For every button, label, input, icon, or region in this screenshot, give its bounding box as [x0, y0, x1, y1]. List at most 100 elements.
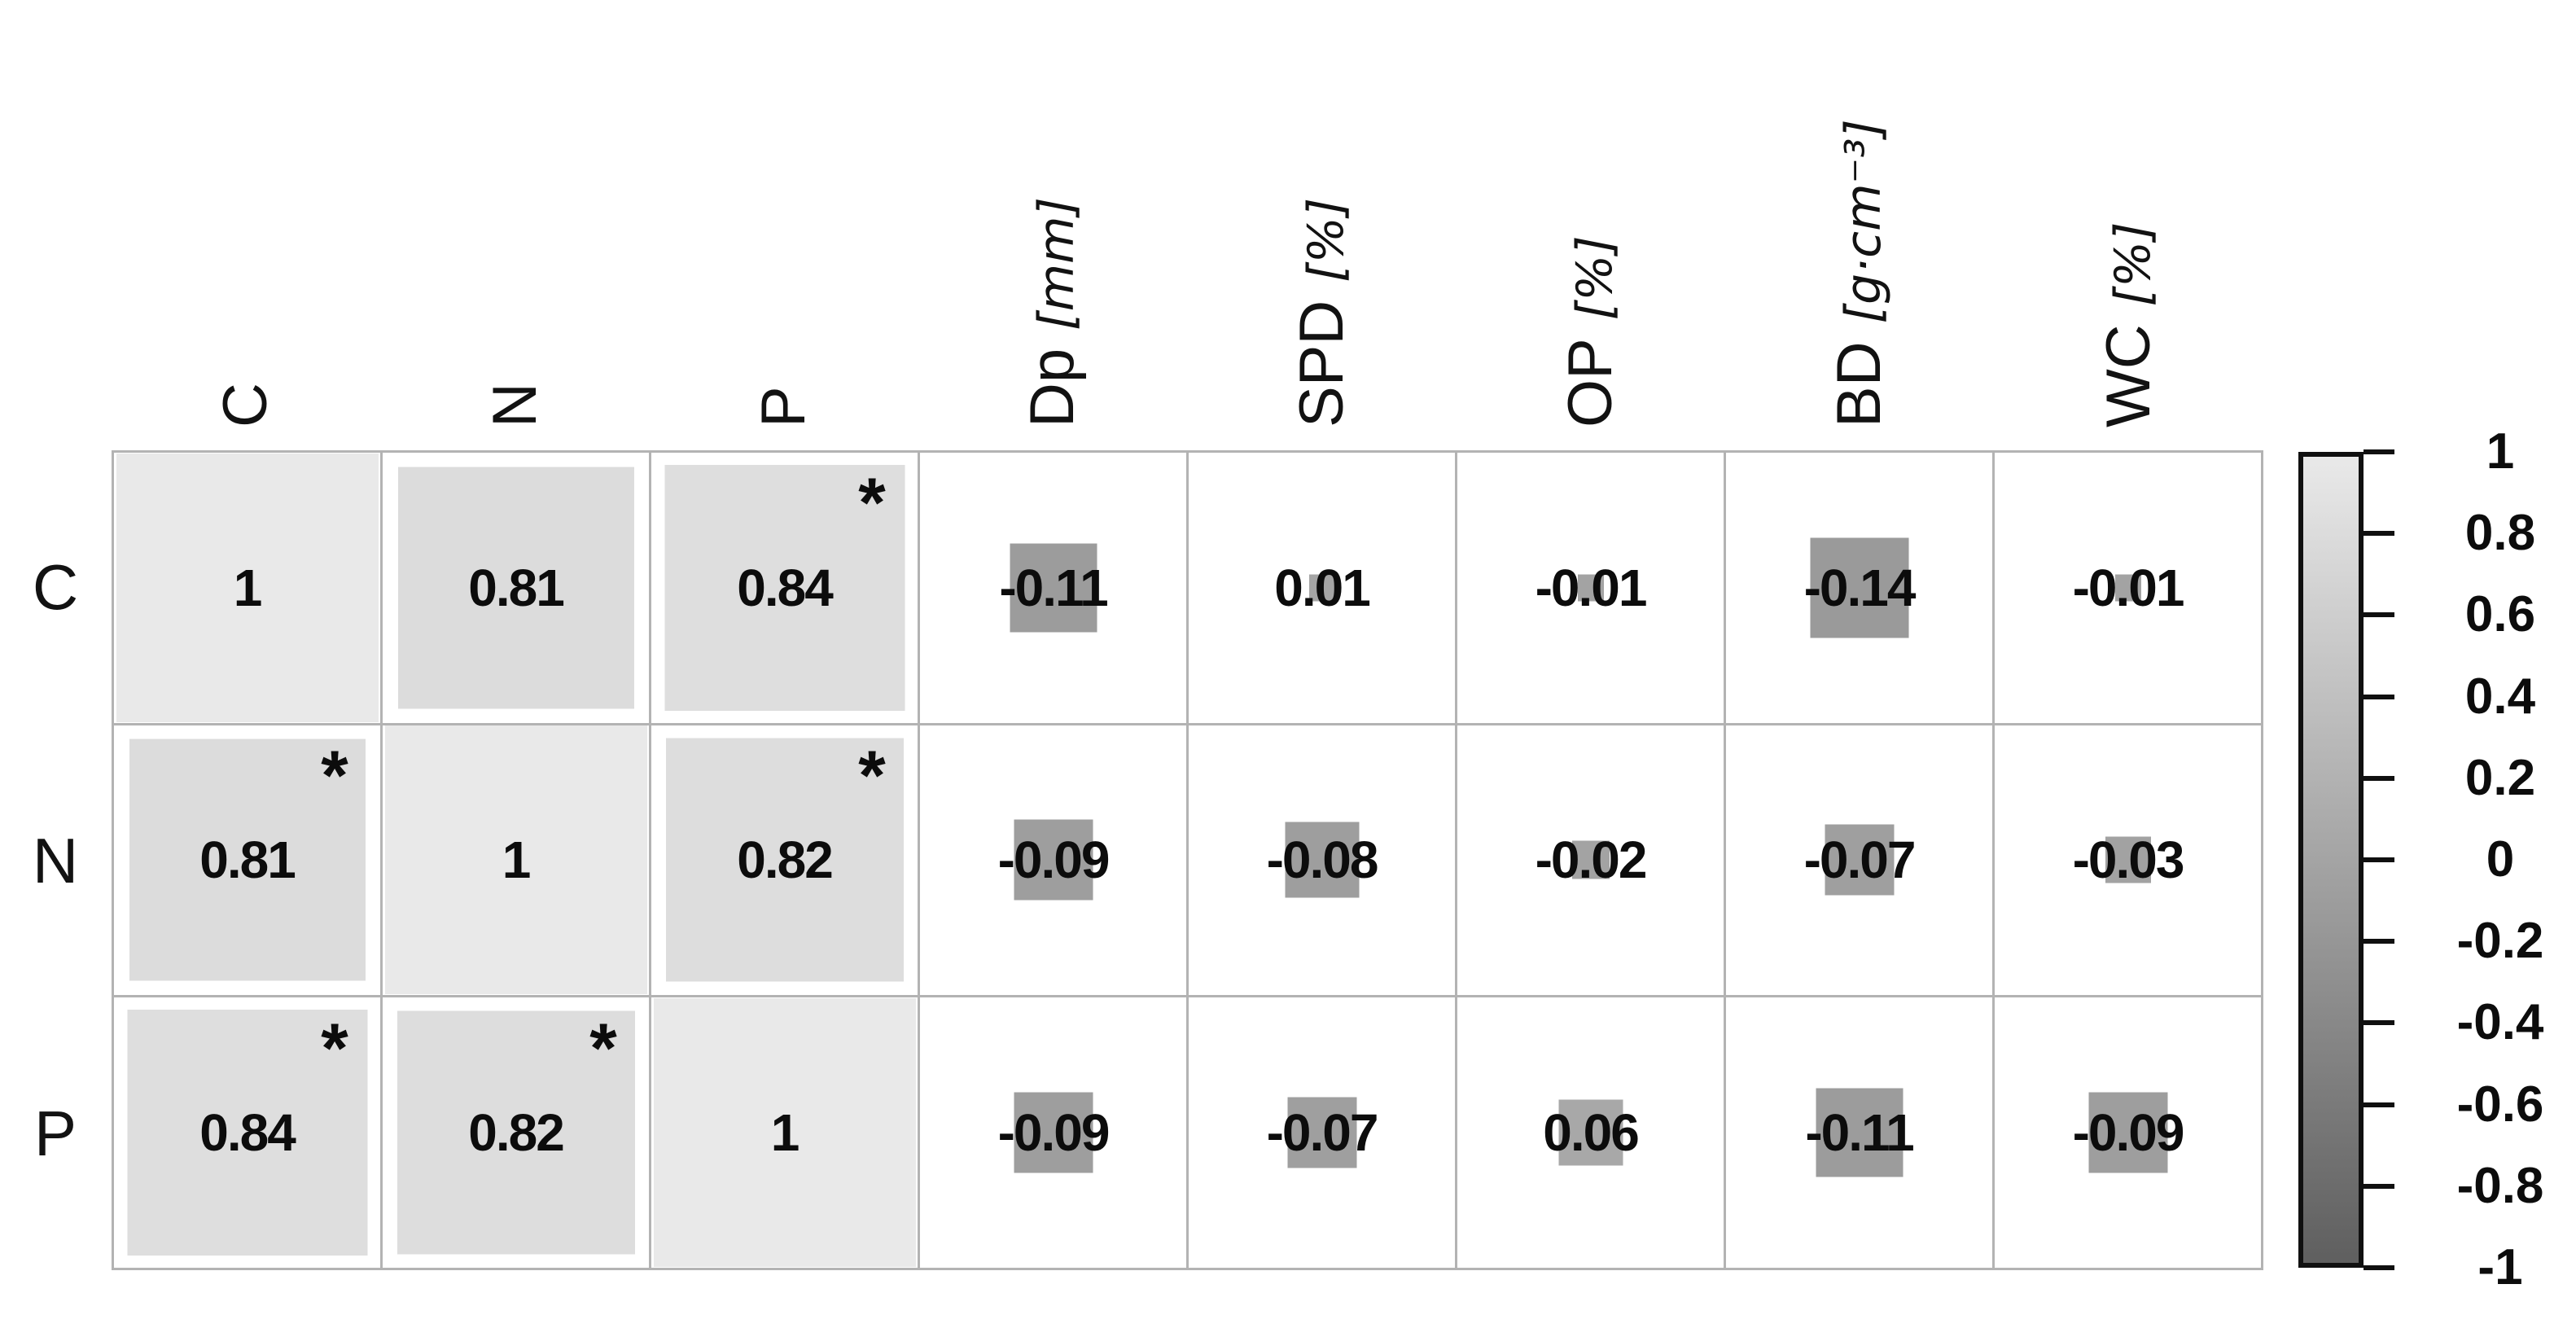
matrix-cell: -0.09 — [920, 725, 1186, 996]
matrix-grid: 1 0.81 * 0.84 -0.11 0.01 -0.01 -0.14 -0.01 * 0.81 1… — [112, 450, 2263, 1270]
colorbar-tick-label: -0.2 — [2456, 913, 2544, 969]
column-label-name: P — [749, 386, 818, 427]
correlation-value: -0.09 — [997, 1103, 1111, 1163]
matrix-cell: * 0.82 — [651, 725, 918, 996]
colorbar-tick — [2364, 449, 2394, 454]
correlation-value: 1 — [770, 1103, 800, 1163]
correlation-square — [1010, 543, 1097, 633]
matrix-cell: 0.81 — [383, 453, 649, 723]
matrix-cell: -0.11 — [1726, 997, 1992, 1268]
matrix-cell: -0.01 — [1995, 453, 2261, 723]
correlation-value: 0.06 — [1543, 1103, 1640, 1163]
colorbar-tick-label: 0.2 — [2464, 750, 2536, 806]
correlation-square — [1825, 824, 1894, 896]
correlation-value: -0.07 — [1266, 1103, 1379, 1163]
colorbar-tick-label: -1 — [2477, 1239, 2523, 1295]
correlation-square — [397, 467, 634, 709]
column-label-name: OP — [1556, 338, 1625, 427]
significance-asterisk: * — [321, 1009, 348, 1088]
correlation-value: -0.03 — [2072, 831, 2185, 890]
column-label: Dp [mm] — [1018, 197, 1087, 427]
column-label: N — [480, 383, 550, 427]
correlation-square — [1014, 1092, 1093, 1173]
correlation-value: 0.84 — [199, 1103, 296, 1163]
column-label: WC [%] — [2094, 221, 2163, 427]
correlation-square — [1285, 822, 1359, 898]
correlation-value: 1 — [502, 831, 532, 890]
matrix-cell: -0.01 — [1457, 453, 1724, 723]
column-label-unit: [mm] — [1028, 197, 1085, 331]
correlation-value: -0.08 — [1266, 831, 1379, 890]
correlation-value: 0.84 — [737, 558, 834, 617]
column-label: C — [211, 383, 280, 427]
correlation-square — [1558, 1099, 1623, 1166]
matrix-cell: -0.08 — [1189, 725, 1455, 996]
matrix-cell: -0.09 — [1995, 997, 2261, 1268]
colorbar-tick — [2364, 1020, 2394, 1025]
correlation-square — [129, 739, 366, 981]
colorbar-tick — [2364, 612, 2394, 617]
colorbar-tick — [2364, 1265, 2394, 1270]
colorbar-tick-label: 1 — [2486, 423, 2515, 480]
correlation-value: -0.11 — [1805, 1103, 1914, 1163]
significance-asterisk: * — [589, 1009, 617, 1088]
significance-asterisk: * — [321, 736, 348, 815]
matrix-cell: 0.06 — [1457, 997, 1724, 1268]
row-label: P — [33, 1098, 77, 1169]
correlation-value: -0.11 — [999, 558, 1108, 617]
correlation-value: 0.01 — [1274, 558, 1371, 617]
correlation-square — [665, 738, 904, 982]
correlation-value: 0.82 — [737, 831, 834, 890]
correlation-square — [1014, 819, 1093, 901]
column-label-name: BD — [1825, 341, 1894, 427]
matrix-cell: 1 — [383, 725, 649, 996]
column-label: OP [%] — [1556, 235, 1625, 427]
correlation-square — [1571, 840, 1610, 879]
matrix-cell: 1 — [114, 453, 380, 723]
column-label: SPD [%] — [1287, 198, 1356, 427]
colorbar-tick — [2364, 695, 2394, 699]
correlation-square — [1287, 1097, 1356, 1168]
correlation-square — [1308, 574, 1335, 602]
matrix-cell: -0.09 — [920, 997, 1186, 1268]
column-label-unit: [%] — [1566, 235, 1623, 321]
colorbar-tick-label: 0.4 — [2464, 668, 2536, 725]
column-label: P — [749, 386, 818, 427]
colorbar-tick — [2364, 857, 2394, 862]
column-label-name: SPD — [1287, 300, 1356, 427]
correlation-square — [384, 725, 647, 995]
correlation-value: -0.09 — [2072, 1103, 2185, 1163]
colorbar-tick — [2364, 1184, 2394, 1189]
correlation-value: 0.82 — [468, 1103, 565, 1163]
correlation-square — [116, 453, 379, 722]
matrix-cell: -0.07 — [1189, 997, 1455, 1268]
matrix-cell: -0.02 — [1457, 725, 1724, 996]
column-label-name: N — [480, 383, 550, 427]
correlation-square — [664, 464, 905, 711]
matrix-cell: -0.07 — [1726, 725, 1992, 996]
correlation-value: -0.01 — [2072, 558, 2185, 617]
matrix-cell: * 0.82 — [383, 997, 649, 1268]
column-label-name: C — [211, 383, 280, 427]
column-label-unit: [%] — [2105, 221, 2162, 307]
row-label: C — [32, 551, 79, 623]
matrix-cell: * 0.81 — [114, 725, 380, 996]
colorbar-tick-label: 0.8 — [2464, 505, 2536, 561]
correlation-square — [1816, 1088, 1903, 1177]
correlation-value: -0.07 — [1803, 831, 1917, 890]
colorbar-tick — [2364, 1102, 2394, 1107]
matrix-cell: * 0.84 — [651, 453, 918, 723]
colorbar-tick — [2364, 939, 2394, 944]
correlation-value: -0.01 — [1535, 558, 1648, 617]
column-label: BD [g·cm⁻³] — [1825, 119, 1894, 427]
colorbar-tick-label: -0.6 — [2456, 1076, 2544, 1133]
colorbar-tick-label: -0.8 — [2456, 1158, 2544, 1214]
matrix-cell: 1 — [651, 997, 918, 1268]
column-label-unit: [g·cm⁻³] — [1835, 119, 1892, 324]
correlation-value: -0.02 — [1535, 831, 1648, 890]
correlation-square — [396, 1010, 635, 1255]
colorbar-gradient — [2298, 452, 2364, 1268]
correlation-square — [2105, 836, 2151, 883]
correlation-square — [2088, 1092, 2167, 1173]
